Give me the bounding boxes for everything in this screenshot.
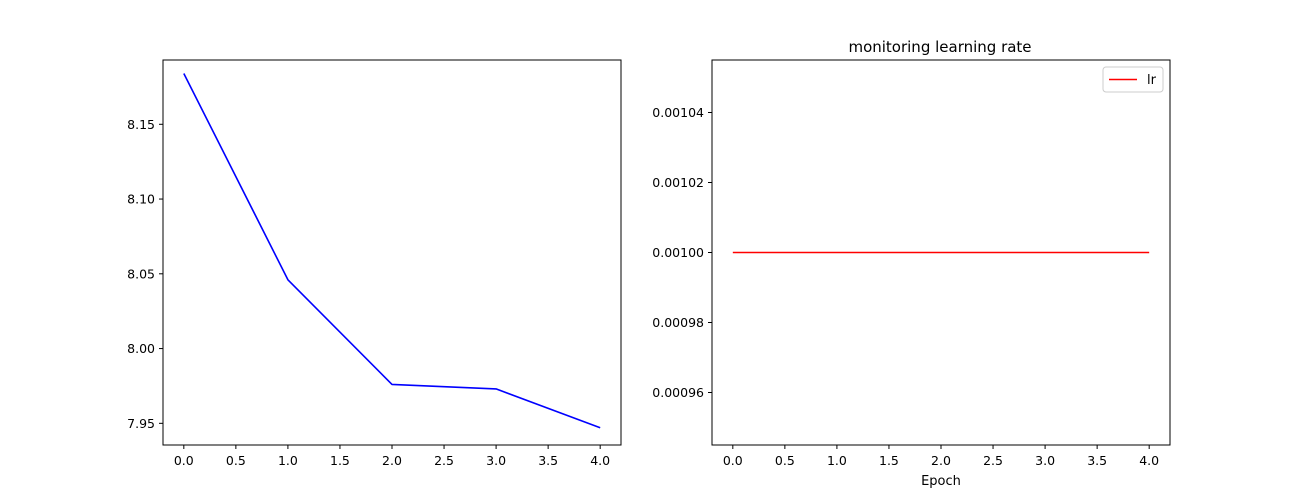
loss-chart-x-tick-label: 3.0	[486, 453, 506, 468]
lr-chart-x-tick-label: 3.5	[1087, 453, 1107, 468]
loss-chart-y-tick-label: 8.05	[127, 266, 155, 281]
loss-chart-x-tick-label: 2.5	[434, 453, 454, 468]
loss-chart-x-axis: 0.0 0.5 1.0 1.5 2.0 2.5 3.0 3.5 4.0	[174, 445, 610, 468]
lr-chart-x-axis: 0.0 0.5 1.0 1.5 2.0 2.5 3.0 3.5 4.0	[723, 445, 1159, 468]
lr-chart-x-tick-label: 2.0	[931, 453, 951, 468]
loss-chart-y-tick-label: 8.00	[127, 341, 155, 356]
loss-chart-x-tick-label: 0.0	[174, 453, 194, 468]
lr-chart-title: monitoring learning rate	[848, 38, 1031, 56]
loss-chart-x-tick-label: 1.0	[278, 453, 298, 468]
lr-chart-x-tick-label: 0.0	[723, 453, 743, 468]
lr-chart-legend: lr	[1102, 66, 1164, 93]
lr-chart-y-axis: 0.00096 0.00098 0.00100 0.00102 0.00104	[652, 105, 712, 400]
loss-chart-y-tick-label: 8.10	[127, 192, 155, 207]
lr-chart-x-tick-label: 2.5	[983, 453, 1003, 468]
lr-chart-y-tick-label: 0.00098	[652, 315, 704, 330]
loss-chart-frame	[162, 59, 622, 446]
lr-chart-x-tick-label: 1.0	[827, 453, 847, 468]
loss-chart-x-tick-label: 2.0	[382, 453, 402, 468]
lr-chart-x-tick-label: 4.0	[1139, 453, 1159, 468]
lr-chart-x-tick-label: 0.5	[775, 453, 795, 468]
loss-chart-x-tick-label: 1.5	[330, 453, 350, 468]
lr-chart-x-tick-label: 1.5	[879, 453, 899, 468]
loss-chart-x-tick-label: 0.5	[226, 453, 246, 468]
lr-chart-x-axis-label: Epoch	[921, 474, 961, 489]
lr-chart-y-tick-label: 0.00096	[652, 385, 704, 400]
loss-chart: 0.0 0.5 1.0 1.5 2.0 2.5 3.0 3.5 4.0 7.95 8.00 8.05…	[127, 59, 622, 468]
legend-label-lr: lr	[1147, 73, 1157, 88]
lr-chart-y-tick-label: 0.00102	[652, 175, 704, 190]
lr-chart-y-tick-label: 0.00104	[652, 105, 704, 120]
loss-chart-x-tick-label: 3.5	[538, 453, 558, 468]
loss-chart-x-tick-label: 4.0	[590, 453, 610, 468]
loss-chart-y-tick-label: 8.15	[127, 117, 155, 132]
loss-chart-series-line	[183, 73, 601, 429]
loss-chart-y-tick-label: 7.95	[127, 416, 155, 431]
loss-chart-y-axis: 7.95 8.00 8.05 8.10 8.15	[127, 117, 163, 431]
lr-chart: monitoring learning rate 0.0 0.5 1.0 1.5 2.0…	[652, 38, 1171, 489]
lr-chart-y-tick-label: 0.00100	[652, 245, 704, 260]
lr-chart-x-tick-label: 3.0	[1035, 453, 1055, 468]
loss-chart-series	[183, 73, 601, 429]
